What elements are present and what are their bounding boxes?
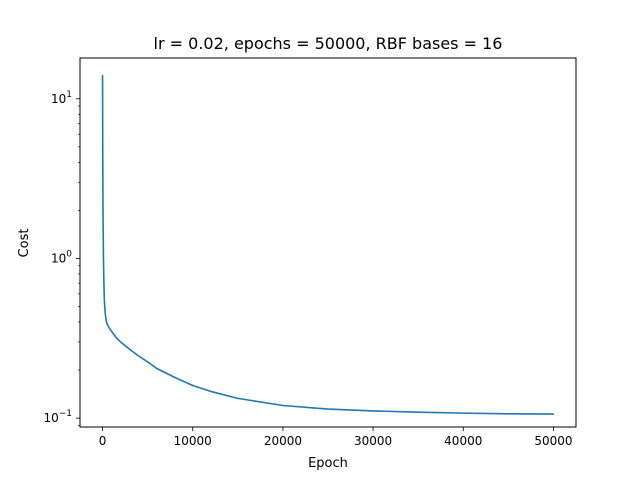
x-tick-label: 0 xyxy=(99,434,107,448)
x-tick-label: 40000 xyxy=(444,434,482,448)
x-tick-label: 50000 xyxy=(534,434,572,448)
x-tick-label: 10000 xyxy=(174,434,212,448)
y-tick-label: 101 xyxy=(51,90,72,106)
chart-title: lr = 0.02, epochs = 50000, RBF bases = 1… xyxy=(154,34,503,53)
y-tick-label: 100 xyxy=(51,249,72,265)
y-axis-ticks: 10−1 100 101 xyxy=(43,90,80,426)
x-axis-label: Epoch xyxy=(308,456,348,471)
x-axis-ticks: 0 10000 20000 30000 40000 50000 xyxy=(99,427,573,448)
series-line-0 xyxy=(101,74,555,415)
y-axis-label: Cost xyxy=(17,229,32,258)
x-tick-label: 30000 xyxy=(354,434,392,448)
x-tick-label: 20000 xyxy=(264,434,302,448)
y-tick-label: 10−1 xyxy=(43,409,72,425)
plot-area xyxy=(101,74,555,415)
plot-frame xyxy=(79,57,577,428)
